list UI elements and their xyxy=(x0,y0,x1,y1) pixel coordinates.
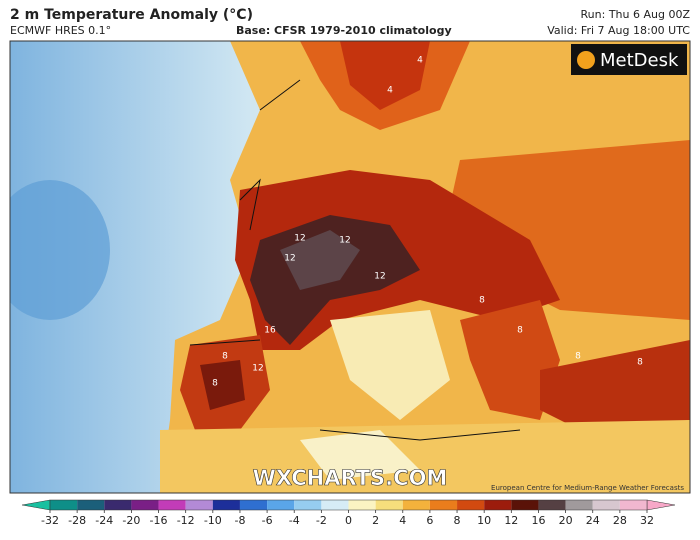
colorbar-tick-label: 0 xyxy=(345,514,352,527)
contour-label: 12 xyxy=(374,272,385,282)
colorbar-segment xyxy=(77,500,105,510)
contour-label: 8 xyxy=(212,379,218,389)
africa-mild xyxy=(300,430,420,480)
colorbar-segment xyxy=(484,500,512,510)
colorbar-low-arrow xyxy=(21,499,51,511)
colorbar-segment xyxy=(50,500,78,510)
colorbar-tick-label: 12 xyxy=(504,514,518,527)
contour-label: 16 xyxy=(264,326,276,336)
contour-label: 12 xyxy=(284,254,295,264)
colorbar-tick-label: 28 xyxy=(613,514,627,527)
watermark: WXCHARTS.COM xyxy=(253,466,448,490)
colorbar-high-arrow xyxy=(646,499,676,511)
cold-pool xyxy=(10,180,110,320)
colorbar-segment xyxy=(267,500,295,510)
colorbar-tick-label: 32 xyxy=(640,514,654,527)
france-peak xyxy=(280,230,360,290)
colorbar-tick-label: 8 xyxy=(454,514,461,527)
title: 2 m Temperature Anomaly (°C) xyxy=(10,7,253,23)
colorbar-tick-label: 6 xyxy=(426,514,433,527)
colorbar-tick-label: 2 xyxy=(372,514,379,527)
colorbar-segment xyxy=(375,500,403,510)
colorbar-tick-label: 4 xyxy=(399,514,406,527)
colorbar-tick-label: -20 xyxy=(122,514,140,527)
colorbar-segment xyxy=(402,500,430,510)
colorbar-tick-label: 20 xyxy=(559,514,573,527)
colorbar-segment xyxy=(131,500,159,510)
colorbar-segment xyxy=(429,500,458,510)
run-time: Run: Thu 6 Aug 00Z xyxy=(581,8,691,21)
valid-time: Valid: Fri 7 Aug 18:00 UTC xyxy=(547,24,690,37)
colorbar-tick-label: -10 xyxy=(204,514,222,527)
med-cool xyxy=(330,310,450,420)
contour-label: 8 xyxy=(575,352,581,362)
africa-warm xyxy=(160,420,690,493)
coastline xyxy=(189,79,521,441)
colorbar-segment xyxy=(212,500,240,510)
colorbar-tick-label: -16 xyxy=(150,514,168,527)
colorbar-tick-label: -2 xyxy=(316,514,327,527)
colorbar-tick-label: 10 xyxy=(477,514,491,527)
credit: European Centre for Medium-Range Weather… xyxy=(491,484,684,492)
contour-labels: 12 12 12 12 16 12 8 8 8 8 4 8 8 4 xyxy=(212,56,643,389)
colorbar-segment xyxy=(185,500,213,510)
contour-label: 12 xyxy=(339,236,350,246)
logo-icon xyxy=(577,51,595,69)
colorbar-tick-label: -28 xyxy=(68,514,86,527)
colorbar-tick-label: -6 xyxy=(262,514,273,527)
turkey-hot xyxy=(540,340,690,430)
contour-label: 8 xyxy=(637,358,643,368)
model: ECMWF HRES 0.1° xyxy=(10,24,111,37)
contour-label: 4 xyxy=(387,86,393,96)
colorbar-segment xyxy=(294,500,322,510)
colorbar-tick-label: -8 xyxy=(234,514,245,527)
map-frame xyxy=(9,40,691,494)
contour-label: 12 xyxy=(252,364,263,374)
iberia-peak xyxy=(200,360,245,410)
colorbar-segment xyxy=(565,500,593,510)
scandinavia-hot xyxy=(340,41,430,110)
colorbar-tick-label: -12 xyxy=(177,514,195,527)
map-field xyxy=(10,41,690,493)
colorbar-segment xyxy=(348,500,376,510)
colorbar-segment xyxy=(592,500,620,510)
colorbar-segment xyxy=(158,500,186,510)
base: Base: CFSR 1979-2010 climatology xyxy=(236,24,452,37)
contour-label: 8 xyxy=(222,352,228,362)
colorbar-tick-label: -4 xyxy=(289,514,300,527)
colorbar-tick-label: 24 xyxy=(586,514,600,527)
colorbar-segment xyxy=(538,500,566,510)
colorbar-segment xyxy=(619,500,647,510)
colorbar-segment xyxy=(104,500,132,510)
colorbar-tick-label: -24 xyxy=(95,514,113,527)
balkan-hot xyxy=(460,300,560,420)
contour-label: 12 xyxy=(294,234,305,244)
colorbar-tick-label: 16 xyxy=(531,514,545,527)
colorbar-segment xyxy=(321,500,349,510)
colorbar-segment xyxy=(511,500,539,510)
colorbar-segment xyxy=(457,500,485,510)
contour-label: 8 xyxy=(517,326,523,336)
logo: MetDesk xyxy=(600,50,679,71)
colorbar-tick-label: -32 xyxy=(41,514,59,527)
colorbar-segment xyxy=(239,500,268,510)
contour-label: 4 xyxy=(417,56,423,66)
contour-label: 8 xyxy=(479,296,485,306)
colorbar: -32 -28 -24 -20 -16 -12 -10 -8 -6 -4 -2 0 2 4 6 8 10 12 16… xyxy=(21,499,676,527)
